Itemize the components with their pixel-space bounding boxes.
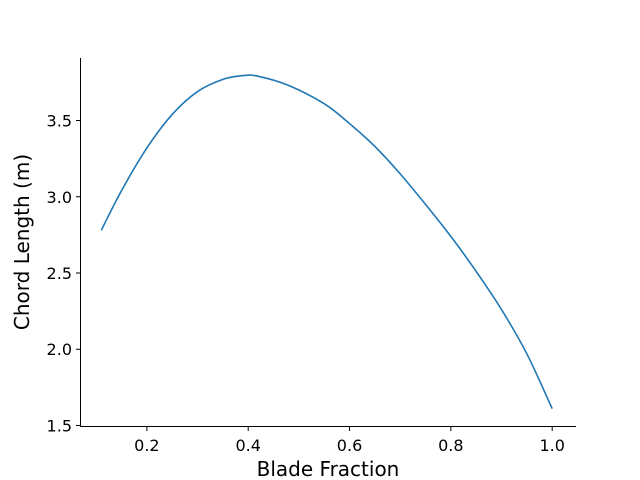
y-tick-label: 3.5: [47, 112, 72, 131]
x-tick-label: 0.6: [337, 436, 362, 455]
x-tick-label: 0.2: [134, 436, 159, 455]
x-tick-label: 1.0: [539, 436, 564, 455]
y-tick-label: 3.0: [47, 188, 72, 207]
x-axis-ticks: 0.2 0.4 0.6 0.8 1.0: [134, 427, 565, 455]
x-axis-label: Blade Fraction: [257, 457, 400, 480]
plot-area: [100, 74, 553, 410]
y-tick-label: 2.0: [47, 340, 72, 359]
series-line-0: [100, 74, 553, 410]
y-axis-label: Chord Length (m): [10, 154, 34, 330]
y-tick-label: 1.5: [47, 416, 72, 435]
x-tick-label: 0.8: [438, 436, 463, 455]
y-axis-ticks: 1.5 2.0 2.5 3.0 3.5: [47, 112, 80, 435]
x-tick-label: 0.4: [235, 436, 260, 455]
series-layer: [100, 74, 553, 410]
y-tick-label: 2.5: [47, 264, 72, 283]
